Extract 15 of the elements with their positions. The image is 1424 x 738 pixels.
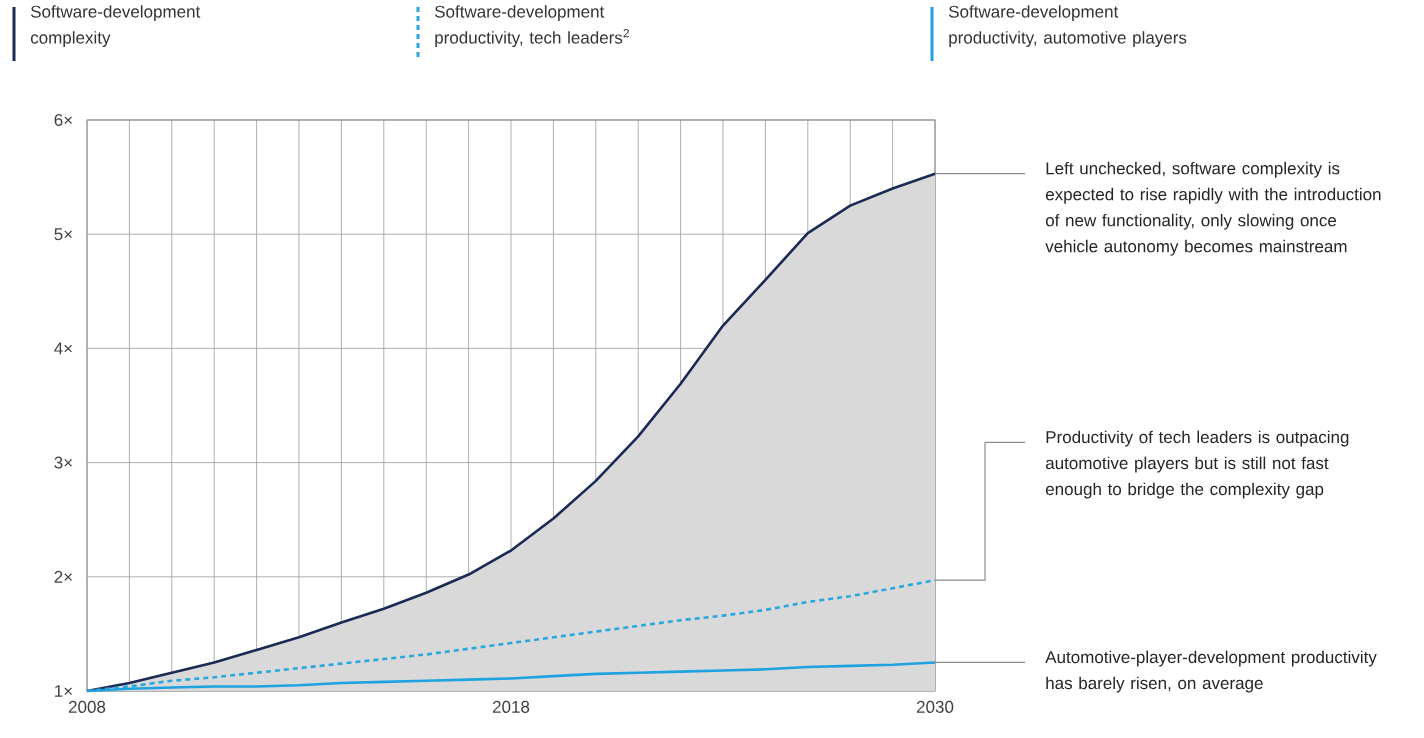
annotation: Productivity of tech leaders is outpacing automotive players but is still not fast enough to bridge the complexity gap xyxy=(1045,430,1349,499)
annotation: Automotive-player-development productivity has barely risen, on average xyxy=(1045,650,1377,693)
x-tick-label: 2018 xyxy=(492,700,530,713)
legend-label: Software-development complexity xyxy=(30,5,201,48)
y-tick-label: 2× xyxy=(54,570,72,583)
legend-label: Software-development productivity, automotive players xyxy=(948,5,1187,48)
y-tick-label: 5× xyxy=(54,228,72,241)
x-tick-label: 2030 xyxy=(916,700,954,713)
y-tick-label: 4× xyxy=(54,342,72,355)
x-tick-label: 2008 xyxy=(68,700,106,713)
y-tick-label: 1× xyxy=(55,685,72,697)
y-tick-label: 6× xyxy=(54,113,72,127)
y-tick-label: 3× xyxy=(54,456,72,469)
annotation: Left unchecked, software complexity is expected to rise rapidly with the introduction of new functionality, only slowing once vehicle autonomy becomes mainstream xyxy=(1045,161,1381,256)
legend-label: Software-development productivity, tech leaders$^{2}$ xyxy=(434,5,629,48)
